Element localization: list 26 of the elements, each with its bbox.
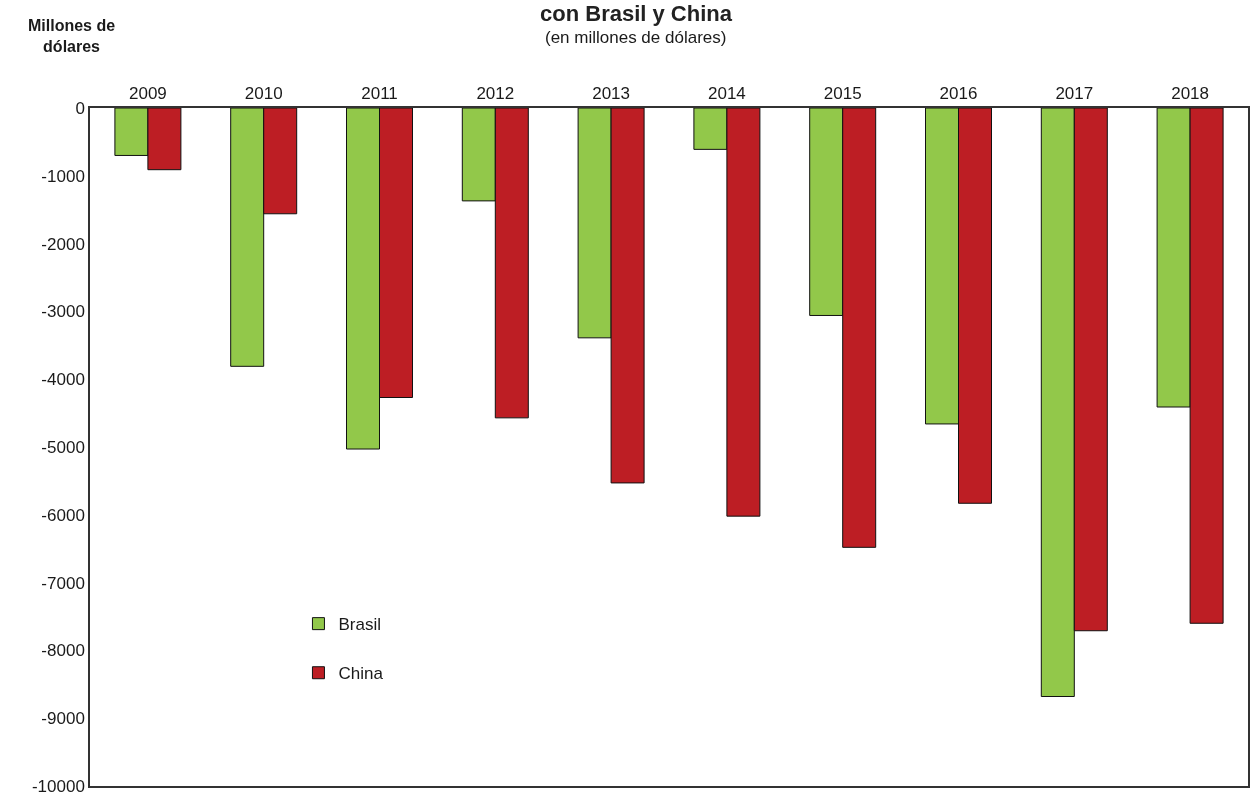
y-tick-label: -1000 bbox=[41, 166, 85, 186]
legend-label: Brasil bbox=[338, 615, 381, 635]
x-tick-label: 2012 bbox=[476, 84, 515, 104]
x-tick-label: 2018 bbox=[1171, 84, 1210, 104]
y-tick-label: -5000 bbox=[41, 437, 85, 457]
x-tick-label: 2011 bbox=[361, 84, 398, 104]
y-tick-label: -6000 bbox=[41, 505, 85, 525]
y-tick-label: -8000 bbox=[41, 641, 85, 661]
chart-title: con Brasil y China bbox=[540, 0, 733, 26]
y-tick-label: 0 bbox=[75, 98, 85, 118]
chart-subtitle: (en millones de dólares) bbox=[545, 28, 727, 47]
x-tick-label: 2014 bbox=[707, 84, 746, 104]
x-tick-label: 2013 bbox=[592, 84, 631, 104]
x-tick-label: 2009 bbox=[128, 84, 167, 104]
x-tick-label: 2016 bbox=[939, 84, 978, 104]
x-tick-label: 2015 bbox=[823, 84, 862, 104]
y-tick-label: -3000 bbox=[41, 302, 85, 322]
y-tick-label: -10000 bbox=[31, 776, 85, 796]
y-tick-label: -7000 bbox=[41, 573, 85, 593]
x-tick-label: 2017 bbox=[1055, 84, 1094, 104]
y-axis-title: Millones de dólares bbox=[28, 17, 116, 55]
legend-label: China bbox=[338, 664, 384, 684]
y-tick-label: -9000 bbox=[41, 709, 85, 729]
y-tick-label: -4000 bbox=[41, 370, 85, 390]
y-tick-label: -2000 bbox=[41, 234, 85, 254]
x-tick-label: 2010 bbox=[244, 84, 283, 104]
